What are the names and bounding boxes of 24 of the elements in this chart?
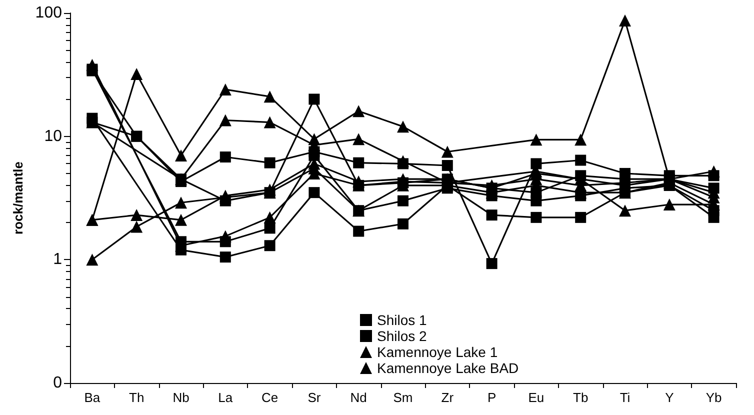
x-tick-label: Eu — [528, 390, 544, 405]
x-tick-label: Th — [129, 390, 144, 405]
y-axis-title: rock/mantle — [10, 162, 26, 234]
y-tick-label: 100 — [35, 4, 62, 22]
x-tick-label: Zr — [441, 390, 454, 405]
x-tick-label: Nb — [172, 390, 190, 405]
x-tick-label: P — [487, 390, 496, 405]
legend-label: Kamennoye Lake 1 — [377, 344, 498, 360]
x-tick-label: Sr — [308, 390, 322, 405]
y-tick-label: 1 — [53, 251, 62, 268]
x-tick-label: Y — [665, 390, 674, 405]
legend-label: Shilos 2 — [377, 328, 428, 344]
legend-label: Kamennoye Lake BAD — [377, 360, 519, 376]
x-tick-label: La — [218, 390, 234, 405]
x-tick-label: Ce — [261, 390, 278, 405]
x-tick-label: Nd — [350, 390, 367, 405]
legend-label: Shilos 1 — [377, 312, 428, 328]
x-tick-label: Tb — [573, 390, 588, 405]
y-tick-label: 10 — [44, 128, 62, 145]
x-tick-label: Sm — [393, 390, 413, 405]
x-tick-label: Ba — [84, 390, 101, 405]
y-tick-label: 0 — [53, 374, 62, 392]
x-tick-label: Ti — [620, 390, 630, 405]
x-tick-label: Yb — [706, 390, 722, 405]
